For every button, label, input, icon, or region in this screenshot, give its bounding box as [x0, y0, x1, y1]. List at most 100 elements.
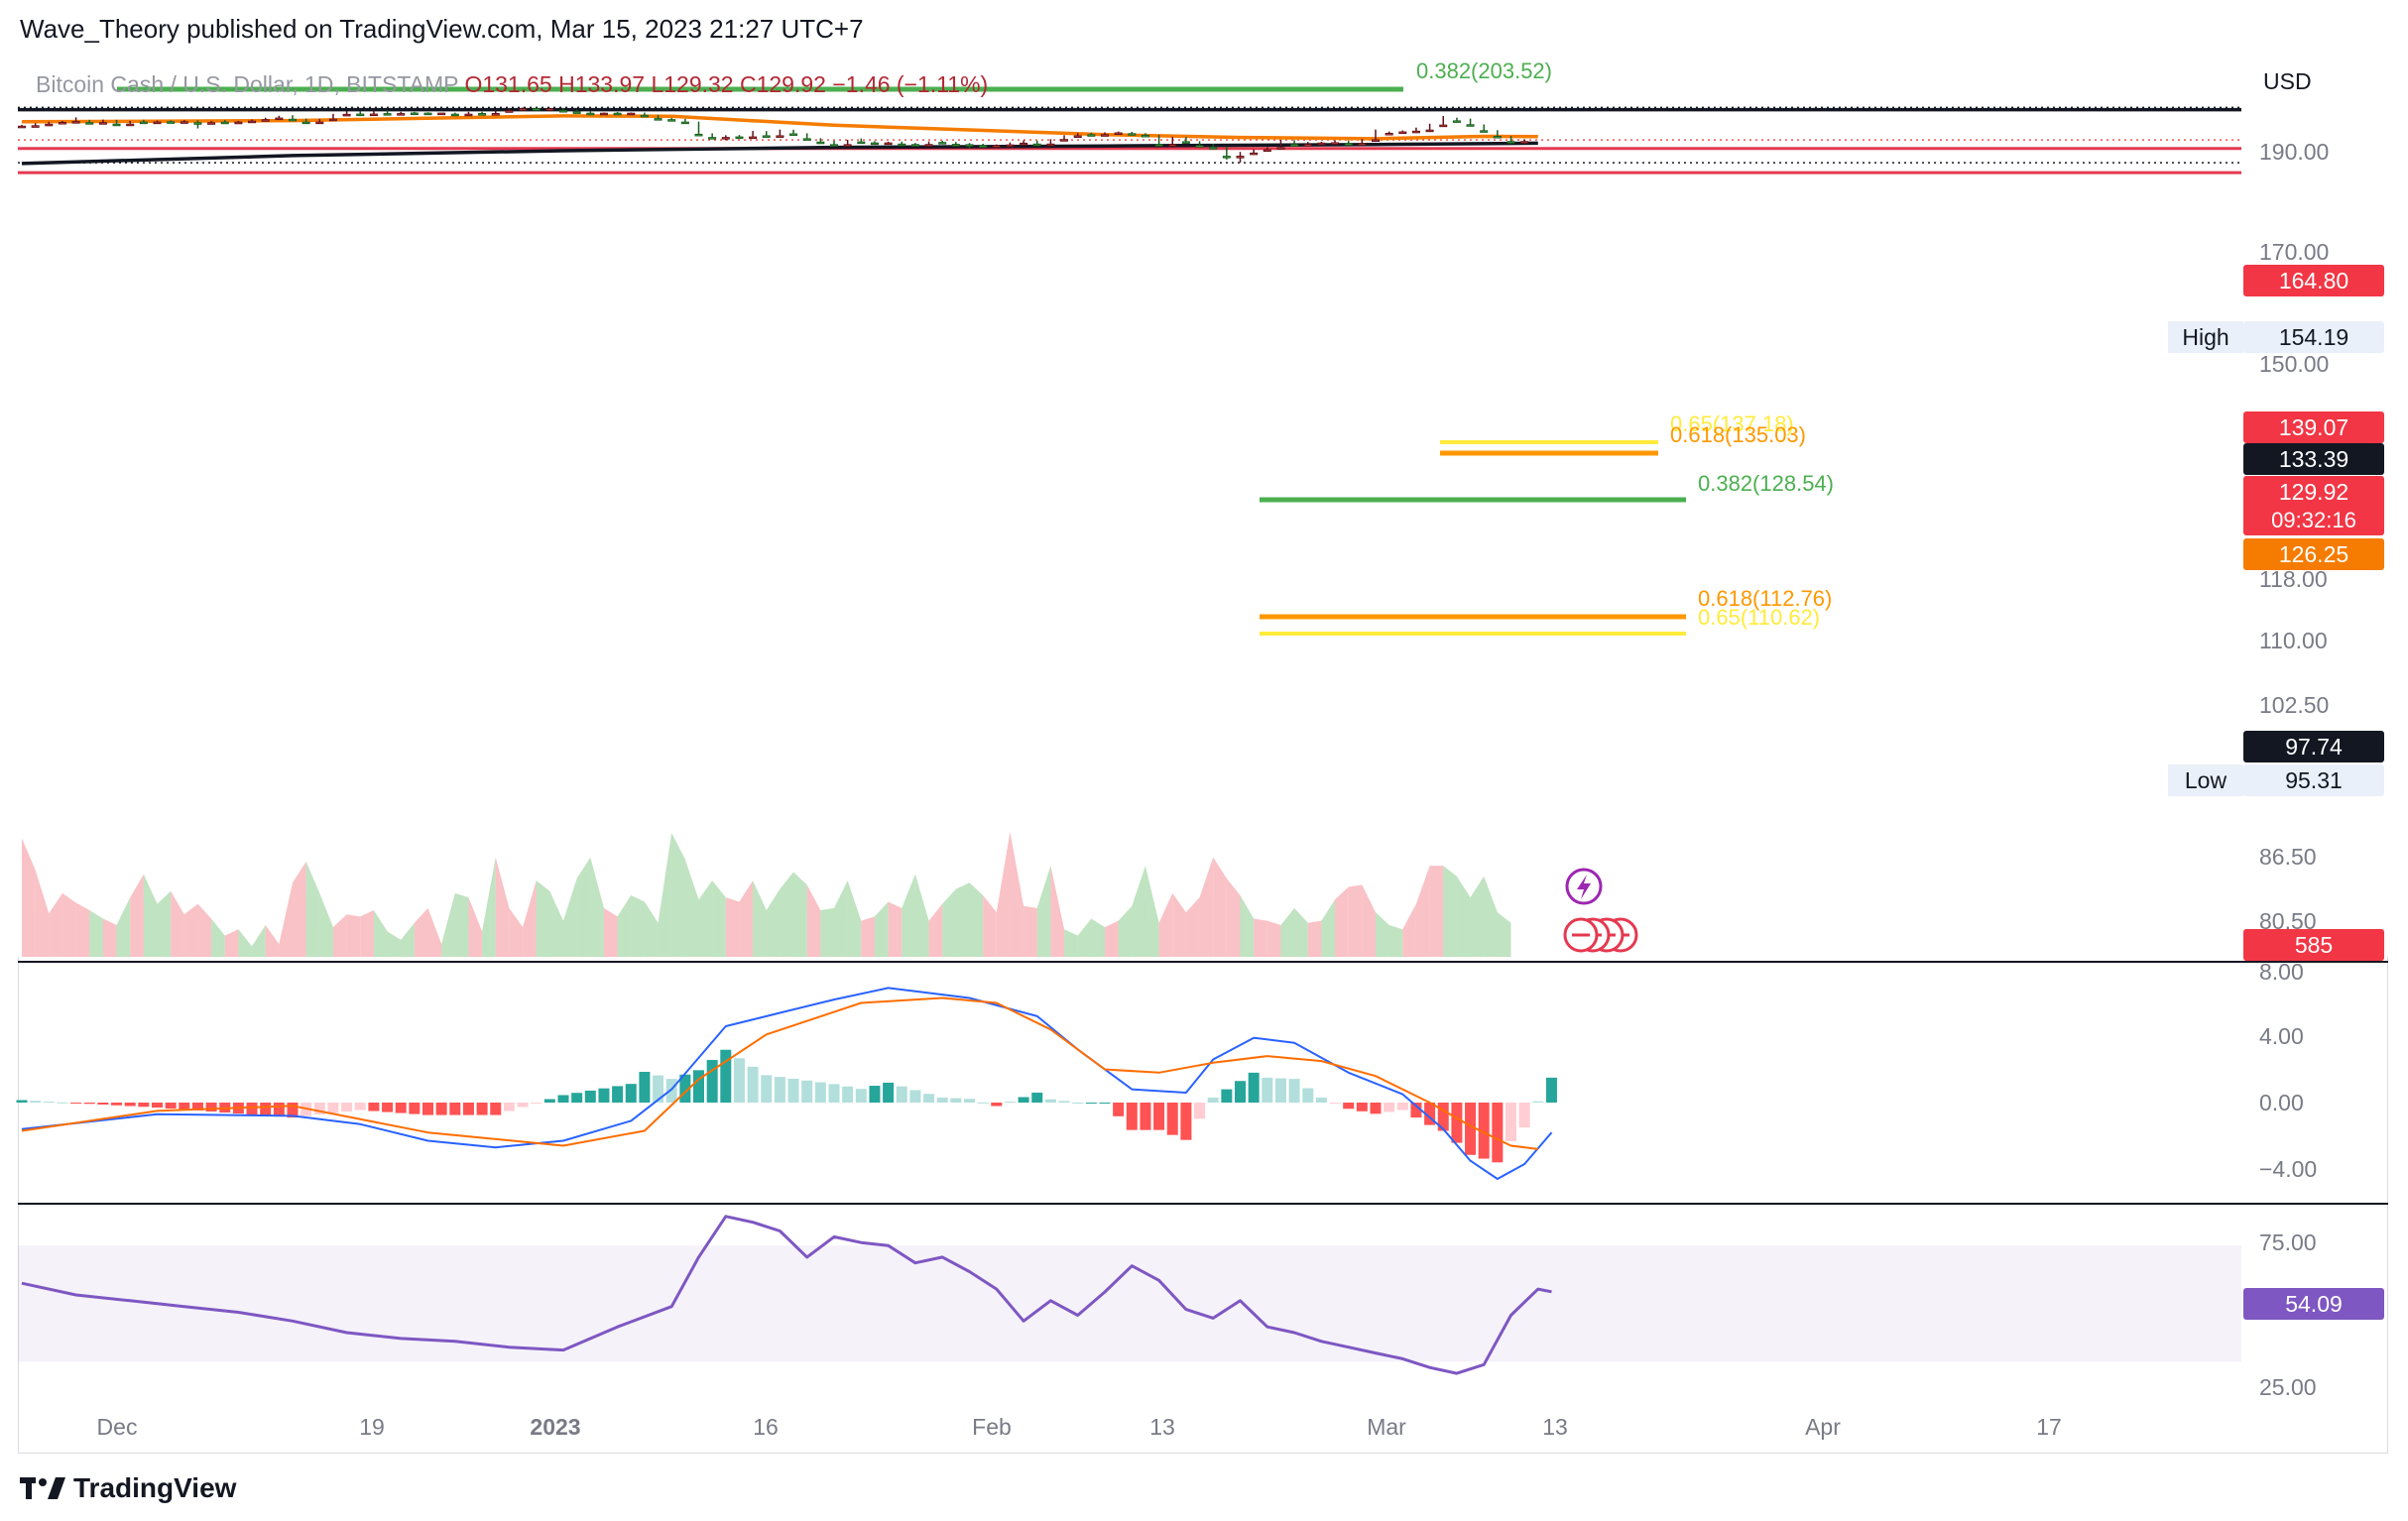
- candle: [342, 110, 351, 117]
- candle: [1372, 129, 1380, 143]
- candle: [667, 117, 676, 122]
- price-tag-text: Low: [2185, 767, 2227, 793]
- volume-area-segment: [171, 890, 184, 957]
- macd-axis-tick: −4.00: [2259, 1156, 2317, 1182]
- volume-area-segment: [983, 895, 997, 957]
- symbol-legend: Bitcoin Cash / U.S. Dollar, 1D, BITSTAMP…: [36, 71, 988, 97]
- time-axis-tick: 19: [359, 1414, 385, 1440]
- volume-area-segment: [914, 874, 929, 957]
- price-axis-tick: 102.50: [2259, 692, 2329, 718]
- volume-area-segment: [1254, 918, 1267, 957]
- volume-area-segment: [861, 916, 875, 957]
- volume-area-segment: [427, 907, 442, 957]
- volume-area-segment: [387, 931, 402, 957]
- candle-body: [167, 121, 176, 124]
- rsi-axis-tick: 75.00: [2259, 1229, 2317, 1255]
- candle-body: [1154, 144, 1163, 147]
- candle: [1020, 140, 1028, 146]
- time-axis-tick: Feb: [972, 1414, 1012, 1440]
- candle: [1195, 141, 1204, 148]
- candle: [491, 110, 500, 116]
- candle: [139, 119, 148, 125]
- macd-histogram-bar: [327, 1103, 339, 1113]
- candle: [532, 107, 541, 111]
- candle: [1411, 127, 1420, 134]
- volume-area-segment: [1240, 895, 1255, 957]
- tradingview-logo-icon: [20, 1477, 65, 1499]
- candle-body: [450, 113, 459, 117]
- ema50-line: [21, 114, 1538, 141]
- price-badge-text: 154.19: [2279, 324, 2348, 350]
- macd-histogram-bar: [57, 1102, 68, 1104]
- candle-body: [18, 125, 26, 129]
- macd-histogram-bar: [395, 1103, 407, 1113]
- macd-histogram-bar: [936, 1097, 948, 1103]
- volume-area-segment: [116, 897, 131, 957]
- candle: [830, 140, 838, 147]
- macd-histogram-bar: [557, 1095, 569, 1103]
- macd-histogram-bar: [97, 1103, 109, 1106]
- volume-area-segment: [712, 880, 726, 957]
- price-tag-text: High: [2182, 324, 2228, 350]
- candle: [586, 111, 595, 116]
- candle: [58, 121, 66, 125]
- volume-area-segment: [1443, 866, 1457, 957]
- macd-histogram-bar: [1492, 1103, 1504, 1163]
- macd-histogram-bar: [665, 1079, 677, 1103]
- volume-area-segment: [1388, 924, 1403, 957]
- candle-body: [356, 113, 365, 117]
- volume-area-segment: [360, 909, 374, 957]
- macd-histogram-bar: [612, 1086, 624, 1103]
- macd-histogram-bar: [1140, 1103, 1151, 1130]
- candle-body: [979, 145, 988, 148]
- macd-histogram-bar: [449, 1103, 461, 1115]
- tradingview-logo[interactable]: TradingView: [20, 1472, 236, 1504]
- volume-area-segment: [1402, 903, 1416, 957]
- volume-area-segment: [414, 907, 428, 957]
- macd-histogram-bar: [1113, 1103, 1125, 1116]
- candle: [545, 107, 554, 111]
- candle-body: [315, 121, 324, 125]
- macd-histogram-bar: [517, 1103, 529, 1108]
- volume-area-segment: [549, 890, 563, 957]
- macd-histogram-bar: [1221, 1089, 1233, 1103]
- candle: [1398, 130, 1407, 135]
- candle: [1480, 124, 1489, 133]
- macd-histogram-bar: [747, 1066, 759, 1103]
- volume-area-segment: [969, 882, 984, 957]
- volume-area-segment: [536, 880, 550, 957]
- tradingview-wordmark: TradingView: [73, 1472, 237, 1503]
- volume-area-segment: [1266, 920, 1281, 957]
- candle-body: [1141, 134, 1149, 138]
- macd-histogram-bar: [1465, 1103, 1477, 1155]
- candle-body: [721, 137, 730, 140]
- macd-histogram-bar: [801, 1080, 813, 1103]
- macd-histogram-bar: [341, 1103, 353, 1112]
- candle-body: [112, 123, 121, 127]
- candle-body: [762, 135, 771, 138]
- volume-area-segment: [495, 857, 510, 957]
- candle: [1506, 136, 1515, 145]
- candle-body: [31, 125, 40, 128]
- candle-body: [708, 137, 717, 140]
- volume-area-segment: [468, 897, 483, 957]
- candle-body: [369, 113, 378, 117]
- candle-body: [1168, 144, 1177, 147]
- price-axis-tick: 110.00: [2259, 628, 2328, 653]
- candle: [857, 138, 866, 145]
- macd-histogram-bar: [733, 1058, 745, 1103]
- macd-histogram-bar: [1302, 1088, 1314, 1103]
- candle-body: [1303, 144, 1312, 147]
- candle-body: [1250, 152, 1259, 156]
- candle: [1006, 142, 1015, 148]
- event-icons: [1563, 868, 1638, 953]
- candle-body: [749, 136, 758, 140]
- candle: [1290, 140, 1299, 147]
- candle-body: [1060, 139, 1069, 142]
- candle-body: [437, 112, 446, 116]
- candle: [71, 117, 80, 124]
- candle: [248, 119, 257, 124]
- volume-area-segment: [482, 857, 496, 957]
- candle-body: [1317, 142, 1326, 146]
